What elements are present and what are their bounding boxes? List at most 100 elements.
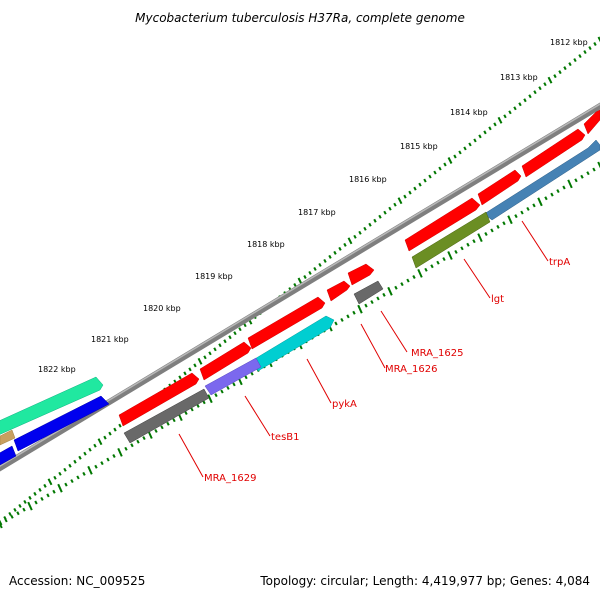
inner-ruler-tick bbox=[94, 464, 98, 469]
inner-ruler-tick bbox=[190, 407, 194, 412]
inner-ruler-tick bbox=[550, 192, 554, 197]
ruler-tick bbox=[428, 174, 432, 179]
ruler-tick bbox=[213, 347, 217, 352]
backbone-circle bbox=[0, 102, 600, 472]
inner-ruler-tick bbox=[526, 206, 530, 211]
gene-feature[interactable] bbox=[583, 109, 600, 135]
ruler-tick bbox=[88, 447, 92, 452]
inner-ruler-tick bbox=[484, 232, 488, 236]
ruler-tick bbox=[347, 237, 353, 245]
ruler-tick bbox=[523, 98, 527, 103]
ruler-tick bbox=[318, 262, 322, 267]
inner-ruler-tick bbox=[52, 489, 56, 494]
gene-label-pykA[interactable]: pykA bbox=[332, 399, 357, 410]
inner-ruler-tick bbox=[447, 251, 453, 260]
inner-ruler-tick bbox=[244, 375, 248, 380]
ruler-tick bbox=[478, 134, 482, 139]
gene-label-tesB1[interactable]: tesB1 bbox=[271, 432, 300, 443]
inner-ruler-track bbox=[0, 161, 600, 529]
gene-feature[interactable] bbox=[204, 357, 262, 396]
gene-feature[interactable] bbox=[0, 445, 17, 466]
inner-ruler-tick bbox=[166, 421, 170, 426]
gene-feature[interactable] bbox=[247, 296, 326, 350]
inner-ruler-tick bbox=[64, 482, 68, 487]
inner-ruler-tick bbox=[184, 411, 188, 415]
gene-feature[interactable] bbox=[118, 372, 200, 427]
ruler-tick bbox=[203, 355, 207, 360]
inner-ruler-tick bbox=[346, 314, 350, 319]
inner-ruler-tick bbox=[357, 304, 363, 314]
gene-feature[interactable] bbox=[123, 388, 210, 444]
gene-feature[interactable] bbox=[483, 139, 600, 221]
inner-ruler-tick bbox=[22, 507, 26, 512]
ruler-tick bbox=[583, 50, 587, 55]
ruler-tick bbox=[383, 210, 387, 215]
inner-ruler-tick bbox=[370, 300, 374, 305]
ruler-tick bbox=[473, 138, 477, 143]
inner-ruler-tick bbox=[57, 483, 63, 493]
ruler-tick-label: 1820 kbp bbox=[143, 304, 181, 313]
ruler-tick bbox=[518, 102, 522, 107]
inner-ruler-tick bbox=[154, 428, 158, 433]
ruler-tick bbox=[23, 499, 27, 504]
ruler-tick bbox=[453, 154, 457, 159]
ruler-tick bbox=[223, 339, 227, 344]
inner-ruler-tick bbox=[142, 436, 146, 441]
gene-label-trpA[interactable]: trpA bbox=[549, 257, 570, 268]
gene-feature[interactable] bbox=[0, 376, 104, 437]
ruler-tick bbox=[368, 222, 372, 227]
ruler-tick bbox=[433, 170, 437, 175]
ruler-tick bbox=[13, 507, 17, 512]
gene-label-MRA_1629[interactable]: MRA_1629 bbox=[204, 473, 256, 484]
ruler-tick bbox=[243, 323, 247, 328]
ruler-tick bbox=[8, 511, 12, 516]
inner-ruler-tick bbox=[207, 394, 213, 404]
inner-ruler-tick bbox=[507, 215, 513, 225]
inner-ruler-tick bbox=[100, 461, 104, 466]
ruler-tick bbox=[378, 214, 382, 219]
inner-ruler-tick bbox=[442, 257, 446, 262]
ruler-tick bbox=[47, 478, 53, 486]
ruler-tick bbox=[58, 471, 62, 476]
inner-ruler-tick bbox=[376, 296, 380, 301]
ruler-tick bbox=[333, 250, 337, 255]
gene-feature[interactable] bbox=[521, 128, 586, 178]
inner-ruler-tick bbox=[490, 228, 494, 233]
gene-feature[interactable] bbox=[404, 197, 481, 252]
inner-ruler-tick bbox=[436, 260, 440, 265]
ruler-tick bbox=[208, 351, 212, 356]
ruler-tick bbox=[338, 246, 342, 251]
ruler-tick bbox=[463, 146, 467, 151]
ruler-tick bbox=[403, 194, 407, 199]
gene-feature[interactable] bbox=[0, 429, 16, 446]
inner-ruler-tick bbox=[16, 511, 20, 516]
ruler-tick bbox=[313, 266, 317, 271]
gene-feature[interactable] bbox=[411, 211, 491, 269]
ruler-tick-label: 1821 kbp bbox=[91, 335, 129, 344]
gene-feature[interactable] bbox=[199, 341, 252, 381]
inner-ruler-tick bbox=[454, 249, 458, 254]
inner-ruler-tick bbox=[567, 179, 573, 189]
gene-feature[interactable] bbox=[477, 169, 522, 206]
gene-label-lgt[interactable]: lgt bbox=[491, 294, 504, 305]
gene-label-MRA_1626[interactable]: MRA_1626 bbox=[385, 364, 437, 375]
ruler-tick bbox=[373, 218, 377, 223]
inner-ruler-tick bbox=[382, 292, 386, 297]
inner-ruler-tick bbox=[472, 239, 476, 244]
inner-ruler-tick bbox=[46, 493, 50, 498]
gene-feature[interactable] bbox=[347, 263, 375, 286]
gene-feature[interactable] bbox=[326, 280, 351, 302]
gene-label-MRA_1625[interactable]: MRA_1625 bbox=[411, 348, 463, 359]
inner-ruler-tick bbox=[592, 167, 596, 172]
inner-ruler-tick bbox=[334, 321, 338, 326]
gene-feature[interactable] bbox=[353, 280, 384, 305]
inner-ruler-tick bbox=[196, 403, 200, 408]
inner-ruler-tick bbox=[394, 285, 398, 290]
inner-ruler-tick bbox=[340, 317, 344, 322]
inner-ruler-tick bbox=[34, 500, 38, 505]
gene-feature[interactable] bbox=[13, 395, 110, 452]
ruler-tick bbox=[53, 475, 57, 480]
ruler-track bbox=[0, 36, 600, 526]
ruler-tick bbox=[538, 86, 542, 91]
ruler-tick bbox=[83, 451, 87, 456]
